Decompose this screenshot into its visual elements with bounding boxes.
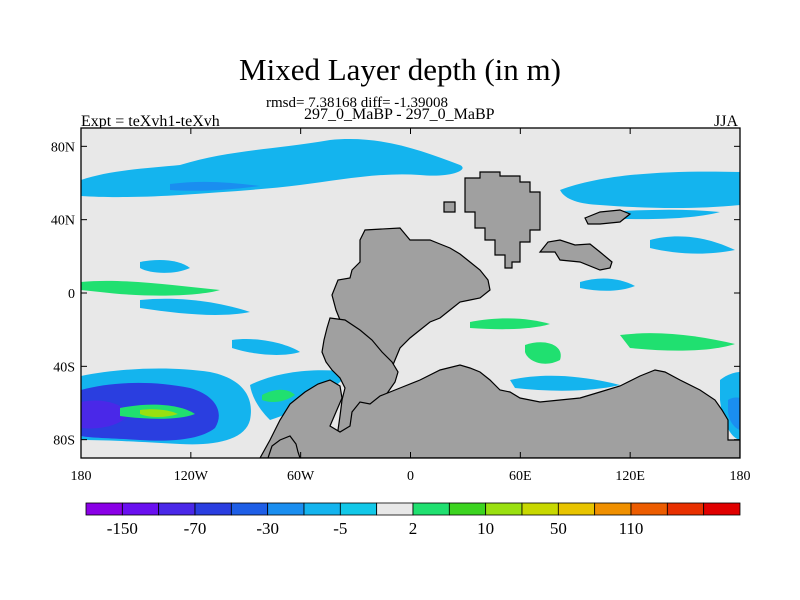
southern-ocean-ind-cyan <box>510 375 620 391</box>
colorbar-swatch <box>194 502 232 516</box>
x-tick-label: 0 <box>407 469 414 484</box>
colorbar-swatch <box>666 502 705 516</box>
colorbar-swatch <box>303 502 341 516</box>
x-tick-label: 120E <box>615 469 645 484</box>
colorbar-label: 2 <box>409 519 418 538</box>
land-island <box>443 201 456 213</box>
colorbar-swatch <box>557 502 596 516</box>
x-tick-label: 60W <box>287 469 315 484</box>
land-asia <box>538 239 613 271</box>
chart-title: Mixed Layer depth (in m) <box>239 52 561 87</box>
colorbar-swatch <box>339 502 378 516</box>
colorbar-swatch <box>485 502 523 516</box>
colorbar-label: -70 <box>184 519 207 538</box>
arctic-anomaly-east <box>560 171 740 209</box>
colorbar-swatch <box>412 502 450 516</box>
tropical-cyan-west <box>140 260 190 273</box>
map-panel <box>81 128 740 458</box>
southern-ocean-atl-green <box>262 389 295 403</box>
colorbar-label: -5 <box>333 519 347 538</box>
x-axis: 180 120W 60W 0 60E 120E 180 <box>71 128 751 484</box>
tropical-cyan-pac <box>650 236 735 254</box>
case-label: 297_0_MaBP - 297_0_MaBP <box>304 106 495 123</box>
colorbar-swatch <box>521 502 559 516</box>
y-tick-label: 40N <box>51 214 75 229</box>
colorbar-swatch <box>85 502 123 516</box>
tropical-cyan-e <box>232 339 300 355</box>
colorbar-label: 110 <box>619 519 644 538</box>
x-tick-label: 60E <box>509 469 532 484</box>
tropical-cyan-e2 <box>580 278 635 291</box>
arctic-anomaly-east-2 <box>600 209 720 220</box>
colorbar <box>85 502 741 516</box>
x-tick-label: 120W <box>174 469 209 484</box>
x-tick-label: 180 <box>730 469 751 484</box>
southern-ocean-pac-dark <box>728 397 740 430</box>
season-label: JJA <box>714 113 739 130</box>
colorbar-swatch <box>158 502 196 516</box>
colorbar-label: -150 <box>107 519 138 538</box>
colorbar-label: 10 <box>477 519 494 538</box>
colorbar-swatch <box>267 502 305 516</box>
stats-line: rmsd= 7.38168 diff= -1.39008 <box>266 95 449 111</box>
tropical-green-pac <box>620 333 735 351</box>
land-peninsula <box>267 435 301 458</box>
y-tick-label: 80S <box>53 434 75 449</box>
colorbar-labels: -150 -70 -30 -5 2 10 50 110 <box>107 519 644 538</box>
x-tick-label: 180 <box>71 469 92 484</box>
colorbar-swatch <box>121 502 160 516</box>
y-tick-label: 80N <box>51 140 75 155</box>
tropical-green-ind <box>525 342 561 364</box>
colorbar-swatch <box>376 502 414 516</box>
arctic-anomaly <box>81 139 463 198</box>
colorbar-swatch <box>448 502 487 516</box>
colorbar-swatch <box>594 502 632 516</box>
land-asia-small <box>584 209 632 225</box>
southern-ocean-yellow <box>140 409 178 417</box>
y-tick-label: 0 <box>68 287 75 302</box>
colorbar-label: -30 <box>256 519 279 538</box>
colorbar-label: 50 <box>550 519 567 538</box>
land-antarctica <box>259 364 740 458</box>
tropical-cyan-mid <box>140 298 250 315</box>
tropical-green-e <box>470 318 550 330</box>
colorbar-swatch <box>703 502 741 516</box>
experiment-label: Expt = teXvh1-teXvh <box>81 113 220 130</box>
y-tick-label: 40S <box>53 360 75 375</box>
land <box>259 171 740 458</box>
y-axis: 80N 40N 0 40S 80S <box>51 140 740 449</box>
tropical-green-west <box>81 280 220 296</box>
colorbar-swatch <box>630 502 668 516</box>
southern-ocean-deep <box>81 400 130 429</box>
land-greenland <box>464 171 541 269</box>
arctic-anomaly-dark <box>170 181 260 191</box>
colorbar-swatch <box>230 502 269 516</box>
